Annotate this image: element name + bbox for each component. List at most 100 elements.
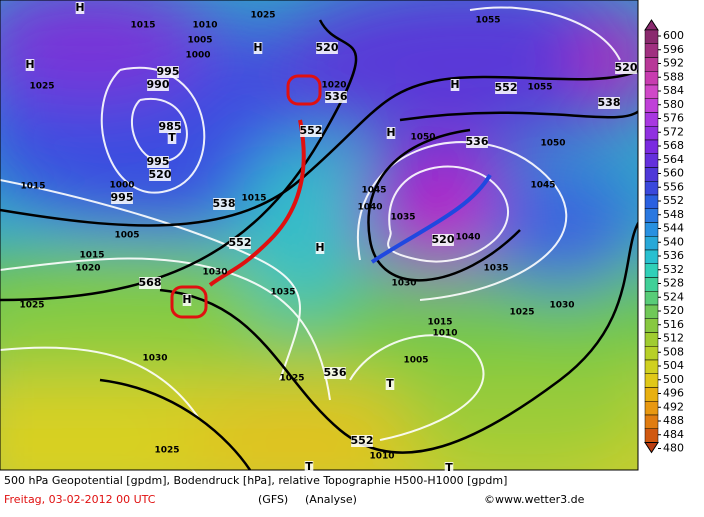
contour-label: 520 (316, 41, 339, 54)
footer-date: Freitag, 03-02-2012 00 UTC (4, 493, 156, 506)
colorbar-band (644, 98, 659, 113)
contour-label: 552 (229, 236, 252, 249)
colorbar-band (644, 359, 659, 374)
pressure-center: H (450, 78, 459, 91)
colorbar-label: 580 (663, 98, 684, 111)
colorbar-cap (644, 19, 659, 31)
label-bg (300, 125, 322, 137)
pressure-center: H (182, 293, 191, 306)
colorbar-label: 536 (663, 249, 684, 262)
label-bg (385, 378, 395, 390)
colorbar-label: 600 (663, 29, 684, 42)
footer-credit: ©www.wetter3.de (484, 493, 585, 506)
contour-label: 1015 (427, 318, 452, 328)
colorbar-band (644, 249, 659, 264)
colorbar-label: 516 (663, 318, 684, 331)
colorbar-band (644, 428, 659, 443)
contour-label: 568 (139, 276, 162, 289)
colorbar-band (644, 277, 659, 292)
label-bg (315, 242, 325, 254)
label-bg (432, 234, 454, 246)
colorbar-band (644, 318, 659, 333)
colorbar-label: 596 (663, 43, 684, 56)
label-bg (147, 79, 169, 91)
colorbar-band (644, 71, 659, 86)
colorbar-label: 588 (663, 70, 684, 83)
colorbar-band (644, 346, 659, 361)
colorbar-label: 576 (663, 112, 684, 125)
colorbar-band (644, 332, 659, 347)
colorbar-label: 524 (663, 290, 684, 303)
contour-label: 1025 (154, 446, 179, 456)
contour-label: 1030 (391, 279, 416, 289)
pressure-center: H (25, 58, 34, 71)
pressure-center: H (253, 41, 262, 54)
colorbar-cap (644, 442, 659, 454)
contour-label: 1050 (540, 139, 565, 149)
colorbar-label: 544 (663, 222, 684, 235)
label-bg (253, 42, 263, 54)
label-bg (325, 91, 347, 103)
colorbar-label: 488 (663, 414, 684, 427)
contour-label: 520 (432, 233, 455, 246)
label-bg (495, 82, 517, 94)
contour-label: 1025 (250, 11, 275, 21)
label-bg (167, 132, 177, 144)
label-bg (386, 127, 396, 139)
colorbar-band (644, 57, 659, 72)
contour-label: 1020 (321, 81, 346, 91)
contour-label: 520 (615, 61, 638, 74)
colorbar-band (644, 29, 659, 44)
contour-label: 1010 (192, 21, 217, 31)
label-bg (157, 66, 179, 78)
colorbar-band (644, 373, 659, 388)
contour-label: 1025 (279, 374, 304, 384)
contour-label: 1005 (403, 356, 428, 366)
colorbar-label: 484 (663, 428, 684, 441)
contour-label: 1020 (75, 264, 100, 274)
contour-label: 1005 (114, 231, 139, 241)
colorbar-band (644, 387, 659, 402)
contour-label: 1055 (475, 16, 500, 26)
colorbar-label: 496 (663, 387, 684, 400)
label-bg (229, 237, 251, 249)
contour-label: 538 (598, 96, 621, 109)
pressure-center: H (386, 126, 395, 139)
contour-label: 552 (351, 434, 374, 447)
colorbar-band (644, 167, 659, 182)
colorbar-band (644, 291, 659, 306)
contour-label: 538 (213, 197, 236, 210)
contour-label: 520 (149, 168, 172, 181)
contour-label: 536 (325, 90, 348, 103)
label-bg (466, 136, 488, 148)
contour-label: 1000 (109, 181, 134, 191)
contour-label: 552 (495, 81, 518, 94)
colorbar-band (644, 153, 659, 168)
contour-label: 995 (157, 65, 180, 78)
colorbar-label: 540 (663, 235, 684, 248)
colorbar-band (644, 194, 659, 209)
colorbar-label: 500 (663, 373, 684, 386)
label-bg (149, 169, 171, 181)
colorbar-label: 556 (663, 180, 684, 193)
label-bg (444, 462, 454, 474)
colorbar-label: 480 (663, 442, 684, 455)
contour-label: 1055 (527, 83, 552, 93)
contour-label: 1040 (357, 203, 382, 213)
colorbar-band (644, 181, 659, 196)
pressure-center: T (386, 377, 394, 390)
label-bg (75, 2, 85, 14)
label-bg (450, 79, 460, 91)
footer-title: 500 hPa Geopotential [gpdm], Bodendruck … (4, 474, 507, 487)
contour-label: 536 (466, 135, 489, 148)
colorbar-label: 564 (663, 153, 684, 166)
contour-label: 1035 (390, 213, 415, 223)
colorbar-band (644, 43, 659, 58)
colorbar-label: 520 (663, 304, 684, 317)
label-bg (25, 59, 35, 71)
label-bg (316, 42, 338, 54)
pressure-center: T (305, 460, 313, 473)
contour-label: 1025 (19, 301, 44, 311)
colorbar-label: 532 (663, 263, 684, 276)
